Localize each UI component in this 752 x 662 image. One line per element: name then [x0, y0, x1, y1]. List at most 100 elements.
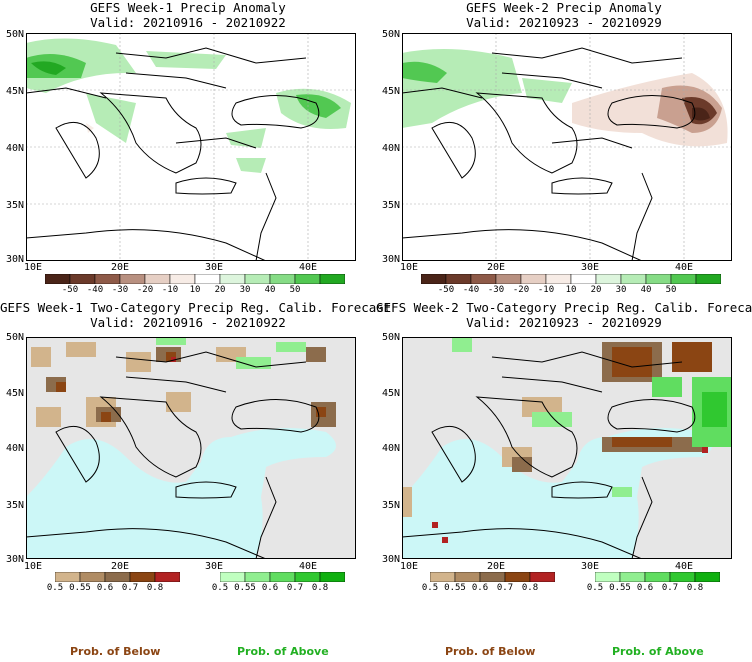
panel-title: GEFS Week-2 Precip Anomaly	[466, 0, 662, 15]
colorbar-swatch	[94, 274, 121, 284]
lon-label: 30E	[580, 561, 600, 572]
colorbar-tick-label: 10	[565, 285, 577, 295]
colorbar-swatch	[244, 274, 271, 284]
colorbar-tick-label: 0.7	[496, 583, 514, 593]
precip-anomaly-map	[402, 33, 732, 261]
colorbar-tick-label: 0.5	[586, 583, 604, 593]
colorbar-swatch	[644, 572, 671, 582]
colorbar-swatch	[570, 274, 597, 284]
colorbar-tick-label: 10	[189, 285, 201, 295]
colorbar-tick-label: 0.55	[444, 583, 466, 593]
colorbar-swatch	[595, 274, 622, 284]
colorbar-swatch	[670, 274, 697, 284]
colorbar-swatch	[529, 572, 555, 582]
colorbar-swatch	[45, 274, 71, 284]
colorbar-tick-label: 0.6	[471, 583, 489, 593]
lat-label: 30N	[381, 254, 400, 265]
lat-label: 45N	[381, 86, 400, 97]
colorbar-tick-label: 0.55	[69, 583, 91, 593]
colorbar-swatch	[269, 274, 296, 284]
lon-label: 40E	[298, 262, 318, 273]
colorbar-swatch	[445, 274, 472, 284]
lon-label: 30E	[204, 561, 224, 572]
colorbar-swatch	[169, 274, 196, 284]
colorbar-tick-label: 0.7	[286, 583, 304, 593]
colorbar-tick-label: 30	[615, 285, 627, 295]
lat-label: 45N	[381, 388, 400, 399]
colorbar-tick-label: 40	[640, 285, 652, 295]
colorbar-tick-label: 0.55	[609, 583, 631, 593]
panel-valid-dates: Valid: 20210916 - 20210922	[90, 15, 286, 30]
lon-label: 40E	[298, 561, 318, 572]
lat-label: 30N	[5, 254, 24, 265]
colorbar-tick-label: 0.55	[234, 583, 256, 593]
lon-label: 20E	[110, 561, 130, 572]
colorbar-swatch	[119, 274, 146, 284]
colorbar-tick-label: -30	[111, 285, 129, 295]
colorbar-tick-label: 0.5	[46, 583, 64, 593]
panel-week1-category: GEFS Week-1 Two-Category Precip Reg. Cal…	[0, 300, 392, 600]
colorbar-tick-label: 0.6	[636, 583, 654, 593]
lat-label: 50N	[381, 332, 400, 343]
colorbar-swatch	[470, 274, 497, 284]
lon-label: 10E	[399, 561, 419, 572]
colorbar-swatch	[219, 274, 246, 284]
below-colorbar	[430, 572, 555, 582]
colorbar-tick-label: -20	[136, 285, 154, 295]
colorbar-tick-label: -40	[86, 285, 104, 295]
colorbar-swatch	[645, 274, 672, 284]
category-forecast-map	[402, 337, 732, 559]
colorbar-swatch	[520, 274, 547, 284]
prob-above-label: Prob. of Above	[612, 645, 704, 658]
category-forecast-map	[26, 337, 356, 559]
colorbar-swatch	[269, 572, 296, 582]
colorbar-swatch	[294, 572, 321, 582]
precip-anomaly-map	[26, 33, 356, 261]
lat-label: 30N	[5, 554, 24, 565]
lon-label: 10E	[23, 561, 43, 572]
colorbar-tick-label: -20	[512, 285, 530, 295]
lon-label: 30E	[204, 262, 224, 273]
panel-valid-dates: Valid: 20210923 - 20210929	[466, 15, 662, 30]
lat-label: 30N	[381, 554, 400, 565]
colorbar-tick-label: 0.6	[261, 583, 279, 593]
panel-title: GEFS Week-1 Precip Anomaly	[90, 0, 286, 15]
colorbar-swatch	[104, 572, 131, 582]
lon-label: 20E	[486, 262, 506, 273]
colorbar-swatch	[244, 572, 271, 582]
lon-label: 10E	[399, 262, 419, 273]
anomaly-colorbar	[45, 274, 345, 284]
panel-week2-anomaly: GEFS Week-2 Precip Anomaly Valid: 202109…	[376, 0, 752, 290]
lat-label: 45N	[5, 388, 24, 399]
colorbar-swatch	[620, 274, 647, 284]
colorbar-tick-label: 40	[264, 285, 276, 295]
colorbar-swatch	[545, 274, 572, 284]
colorbar-swatch	[79, 572, 106, 582]
colorbar-swatch	[319, 274, 345, 284]
panel-title: GEFS Week-1 Two-Category Precip Reg. Cal…	[0, 300, 392, 315]
colorbar-tick-label: 0.8	[311, 583, 329, 593]
colorbar-tick-label: -10	[537, 285, 555, 295]
panel-week2-category: GEFS Week-2 Two-Category Precip Reg. Cal…	[376, 300, 752, 600]
colorbar-swatch	[69, 274, 96, 284]
colorbar-tick-label: 30	[239, 285, 251, 295]
colorbar-tick-label: -30	[487, 285, 505, 295]
colorbar-tick-label: 0.8	[521, 583, 539, 593]
colorbar-tick-label: 50	[289, 285, 301, 295]
colorbar-tick-label: 20	[590, 285, 602, 295]
colorbar-swatch	[194, 274, 221, 284]
colorbar-tick-label: 0.7	[661, 583, 679, 593]
lon-label: 20E	[486, 561, 506, 572]
lat-label: 50N	[381, 29, 400, 40]
panel-valid-dates: Valid: 20210923 - 20210929	[466, 315, 662, 330]
colorbar-swatch	[619, 572, 646, 582]
colorbar-tick-label: -50	[437, 285, 455, 295]
anomaly-colorbar	[421, 274, 721, 284]
colorbar-swatch	[294, 274, 321, 284]
colorbar-tick-label: 0.6	[96, 583, 114, 593]
colorbar-tick-label: 0.5	[211, 583, 229, 593]
colorbar-swatch	[504, 572, 531, 582]
lon-label: 30E	[580, 262, 600, 273]
colorbar-swatch	[694, 572, 720, 582]
colorbar-swatch	[129, 572, 156, 582]
